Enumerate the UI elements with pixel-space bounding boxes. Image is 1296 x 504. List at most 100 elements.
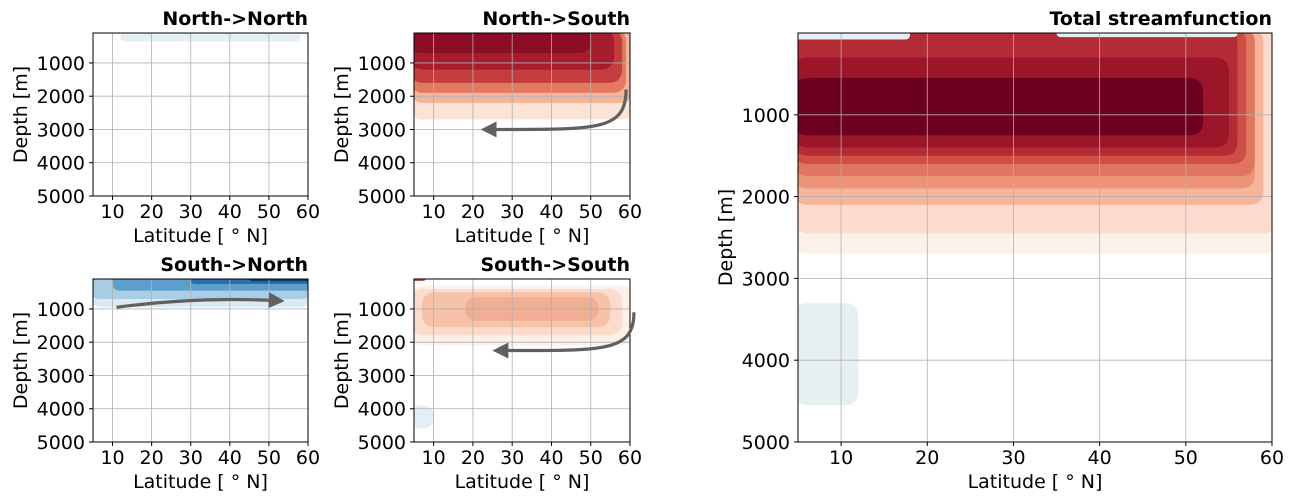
panel-title: North->North — [162, 8, 308, 30]
grid-lines — [414, 33, 630, 196]
axes-frame — [413, 32, 631, 197]
x-tick-label: 40 — [1088, 447, 1112, 469]
x-axis-label: Latitude [ ° N] — [968, 471, 1103, 493]
y-tick-label: 5000 — [37, 186, 85, 208]
y-tick-label: 1000 — [742, 105, 790, 127]
panel-north-south: 10 20 30 40 50 60 1000 2000 3000 4000 5000 North->S… — [331, 8, 642, 247]
x-tick-label: 30 — [1001, 447, 1025, 469]
y-tick-label: 5000 — [358, 432, 406, 454]
x-tick-label: 60 — [618, 201, 642, 223]
x-tick-label: 20 — [915, 447, 939, 469]
y-tick-label: 4000 — [358, 399, 406, 421]
y-tick-label: 4000 — [37, 153, 85, 175]
y-tick-label: 3000 — [37, 119, 85, 141]
y-tick-label: 2000 — [37, 86, 85, 108]
grid-lines — [93, 33, 308, 196]
contour-level-8 — [798, 77, 1204, 136]
flow-arrow — [480, 89, 628, 138]
contour-level-4 — [414, 279, 426, 281]
y-axis-label: Depth [m] — [331, 312, 353, 409]
panel-south-south: 10 20 30 40 50 60 1000 2000 3000 4000 5000 South->S… — [331, 254, 642, 493]
y-tick-label: 3000 — [37, 365, 85, 387]
x-tick-label: 50 — [257, 447, 281, 469]
y-tick-label: 4000 — [358, 153, 406, 175]
contour-fills — [120, 33, 301, 42]
x-tick-label: 40 — [218, 447, 242, 469]
panel-north-north: 10 20 30 40 50 60 1000 2000 3000 4000 5000 North->N… — [10, 8, 320, 247]
x-tick-label: 10 — [422, 447, 446, 469]
x-tick-label: 40 — [539, 447, 563, 469]
x-tick-label: 20 — [461, 201, 485, 223]
y-tick-label: 4000 — [742, 350, 790, 372]
y-tick-label: 2000 — [358, 86, 406, 108]
axes-frame — [797, 32, 1273, 443]
y-tick-label: 2000 — [358, 332, 406, 354]
grid-lines — [798, 33, 1272, 442]
contour-fills — [93, 279, 308, 308]
contour-level-5 — [414, 33, 591, 53]
y-tick-label: 2000 — [742, 187, 790, 209]
panel-title: Total streamfunction — [1049, 8, 1272, 30]
x-tick-label: 50 — [579, 447, 603, 469]
y-tick-label: 5000 — [742, 432, 790, 454]
y-tick-label: 1000 — [358, 53, 406, 75]
y-axis-label: Depth [m] — [331, 66, 353, 163]
x-tick-label: 50 — [579, 201, 603, 223]
x-axis-label: Latitude [ ° N] — [455, 225, 590, 247]
panel-title: North->South — [482, 8, 630, 30]
contour-level-9 — [798, 33, 911, 40]
y-tick-label: 5000 — [358, 186, 406, 208]
x-tick-label: 60 — [618, 447, 642, 469]
y-tick-label: 2000 — [37, 332, 85, 354]
axes-frame — [92, 278, 309, 443]
x-tick-label: 40 — [218, 201, 242, 223]
x-tick-label: 60 — [296, 447, 320, 469]
y-tick-label: 4000 — [37, 399, 85, 421]
y-axis-label: Depth [m] — [10, 66, 32, 163]
contour-level-10 — [1056, 33, 1238, 38]
x-tick-label: 40 — [539, 201, 563, 223]
panel-total-streamfunction: 10 20 30 40 50 60 1000 2000 3000 4000 5000 Total st… — [715, 8, 1284, 493]
contour-level-0 — [120, 33, 301, 42]
grid-lines — [414, 279, 630, 442]
x-tick-label: 30 — [179, 201, 203, 223]
contour-fills — [798, 33, 1272, 406]
x-tick-label: 10 — [100, 447, 124, 469]
y-tick-label: 1000 — [37, 299, 85, 321]
x-tick-label: 10 — [422, 201, 446, 223]
x-tick-label: 20 — [461, 447, 485, 469]
x-tick-label: 60 — [296, 201, 320, 223]
y-tick-label: 1000 — [37, 53, 85, 75]
y-tick-label: 3000 — [358, 365, 406, 387]
x-tick-label: 30 — [500, 447, 524, 469]
y-tick-label: 1000 — [358, 299, 406, 321]
x-tick-label: 10 — [100, 201, 124, 223]
axes-frame — [92, 32, 309, 197]
panel-south-north: 10 20 30 40 50 60 1000 2000 3000 4000 5000 South->N… — [10, 254, 320, 493]
contour-level-4 — [249, 279, 308, 282]
x-tick-label: 60 — [1260, 447, 1284, 469]
y-axis-label: Depth [m] — [715, 189, 737, 286]
contour-level-5 — [414, 405, 434, 429]
x-tick-label: 20 — [140, 201, 164, 223]
x-tick-label: 50 — [1174, 447, 1198, 469]
y-tick-label: 3000 — [358, 119, 406, 141]
y-tick-label: 3000 — [742, 268, 790, 290]
x-tick-label: 10 — [829, 447, 853, 469]
contour-fills — [414, 33, 630, 120]
panel-title: South->South — [480, 254, 630, 276]
y-tick-label: 5000 — [37, 432, 85, 454]
x-axis-label: Latitude [ ° N] — [455, 471, 590, 493]
flow-arrow — [492, 312, 636, 359]
y-axis-label: Depth [m] — [10, 312, 32, 409]
contour-level-11 — [798, 302, 859, 406]
x-axis-label: Latitude [ ° N] — [133, 471, 268, 493]
axes-frame — [413, 278, 631, 443]
panel-title: South->North — [160, 254, 308, 276]
flow-arrow — [116, 292, 285, 309]
x-tick-label: 30 — [179, 447, 203, 469]
x-axis-label: Latitude [ ° N] — [133, 225, 268, 247]
x-tick-label: 30 — [500, 201, 524, 223]
x-tick-label: 50 — [257, 201, 281, 223]
